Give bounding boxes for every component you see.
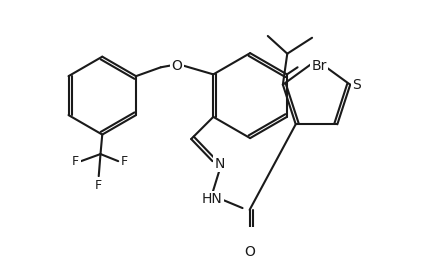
Text: Br: Br <box>312 59 327 72</box>
Text: O: O <box>244 245 255 256</box>
Text: F: F <box>72 155 79 168</box>
Text: N: N <box>214 157 225 171</box>
Text: F: F <box>95 178 102 191</box>
Text: O: O <box>171 59 182 72</box>
Text: S: S <box>352 78 361 92</box>
Text: F: F <box>121 155 128 168</box>
Text: HN: HN <box>202 192 223 206</box>
